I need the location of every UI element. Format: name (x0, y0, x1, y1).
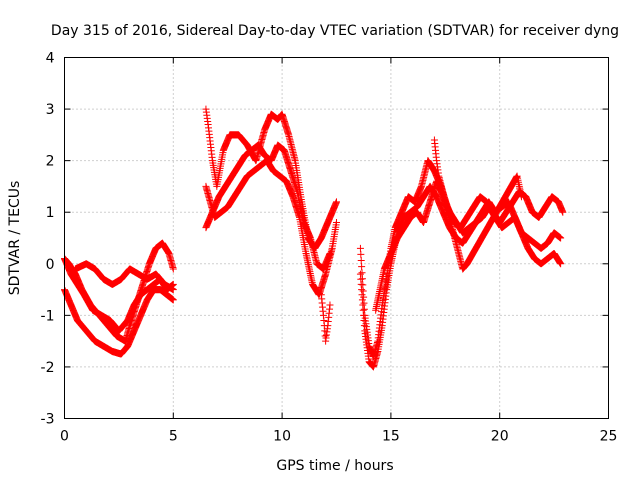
y-tick-label: 2 (46, 154, 55, 170)
data-point (559, 208, 567, 216)
x-tick-label: 15 (382, 429, 400, 445)
x-tick-label: 5 (169, 429, 178, 445)
x-tick-label: 25 (600, 429, 618, 445)
data-point (326, 301, 334, 309)
x-axis-label: GPS time / hours (276, 458, 393, 474)
x-tick-label: 20 (491, 429, 509, 445)
data-point (169, 296, 177, 304)
data-point (360, 299, 368, 307)
data-point (356, 244, 364, 252)
data-point (333, 219, 340, 227)
x-tick-label: 0 (60, 429, 69, 445)
data-point (357, 257, 365, 265)
data-point (169, 286, 177, 294)
data-point (517, 193, 525, 201)
y-tick-label: 4 (46, 51, 55, 67)
y-tick-label: -3 (41, 412, 55, 428)
y-tick-label: -2 (41, 360, 55, 376)
y-tick-labels: -3 -2 -1 0 1 2 3 4 (41, 51, 55, 428)
plot-frame (64, 57, 609, 419)
data-point (360, 305, 368, 313)
y-tick-label: -1 (41, 308, 55, 324)
x-tick-label: 10 (273, 429, 291, 445)
data-point (326, 249, 334, 257)
data-points (61, 105, 567, 371)
data-point (557, 234, 565, 242)
data-point (358, 269, 366, 277)
data-point (359, 287, 367, 295)
x-tick-labels: 0 5 10 15 20 25 (60, 429, 617, 445)
y-tick-label: 0 (46, 257, 55, 273)
chart-title: Day 315 of 2016, Sidereal Day-to-day VTE… (51, 23, 619, 39)
y-axis-label: SDTVAR / TECUs (7, 181, 23, 296)
data-point (357, 250, 365, 258)
data-point (169, 265, 177, 273)
data-point (557, 260, 565, 268)
y-tick-label: 3 (46, 102, 55, 118)
data-point (358, 263, 366, 271)
data-point (333, 198, 340, 206)
y-tick-label: 1 (46, 205, 55, 221)
